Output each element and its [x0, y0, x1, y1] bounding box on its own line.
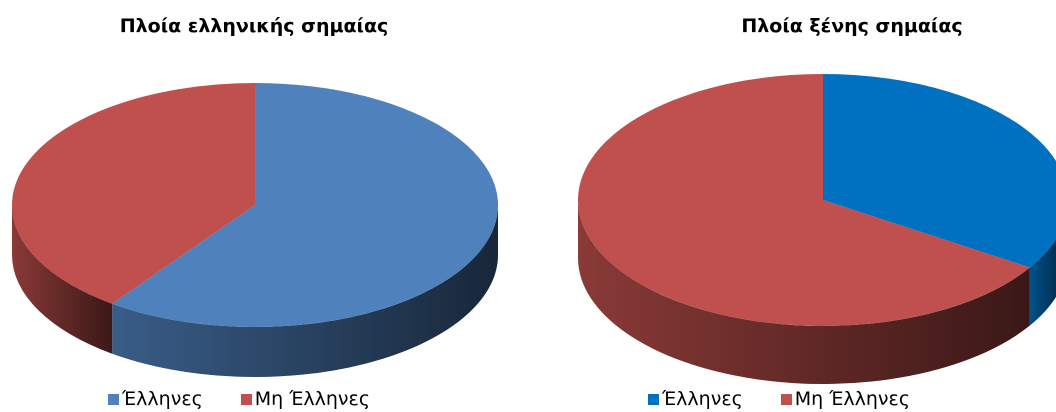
legend-item-non-greeks: Μη Έλληνες [780, 388, 910, 410]
pie-slice-greeks [112, 83, 499, 328]
pie-slice-non-greeks [12, 83, 256, 304]
pie-side-non-greeks [578, 200, 1030, 385]
legend-item-greeks: Έλληνες [108, 388, 203, 410]
pie-slice-greeks [823, 74, 1056, 268]
pie-slice-non-greeks [578, 74, 1030, 326]
pie-side-greeks [112, 205, 498, 377]
pie-chart-foreign-flag [578, 74, 1056, 385]
legend-swatch-greeks [108, 393, 119, 405]
pie-side-greeks [1029, 238, 1056, 326]
legend: Έλληνες Μη Έλληνες [648, 386, 910, 412]
legend-label-non-greeks: Μη Έλληνες [794, 388, 910, 410]
legend-item-greeks: Έλληνες [648, 388, 743, 410]
legend-swatch-greeks [648, 393, 659, 405]
chart-title: Πλοία ξένης σημαίας [741, 15, 963, 37]
legend-label-greeks: Έλληνες [662, 388, 743, 410]
legend: Έλληνες Μη Έλληνες [108, 386, 370, 412]
chart-foreign-flag: Πλοία ξένης σημαίας Έλληνες Μη Έλληνες [528, 0, 1056, 412]
pie-chart-greek-flag [12, 83, 499, 377]
pie-side-non-greeks [12, 205, 113, 354]
legend-swatch-non-greeks [780, 393, 792, 405]
legend-label-non-greeks: Μη Έλληνες [254, 388, 370, 410]
chart-title: Πλοία ελληνικής σημαίας [119, 15, 389, 37]
legend-item-non-greeks: Μη Έλληνες [240, 388, 370, 410]
chart-greek-flag: Πλοία ελληνικής σημαίας Έλληνες Μη Έλλην… [12, 15, 499, 412]
legend-label-greeks: Έλληνες [122, 388, 203, 410]
legend-swatch-non-greeks [240, 393, 252, 405]
